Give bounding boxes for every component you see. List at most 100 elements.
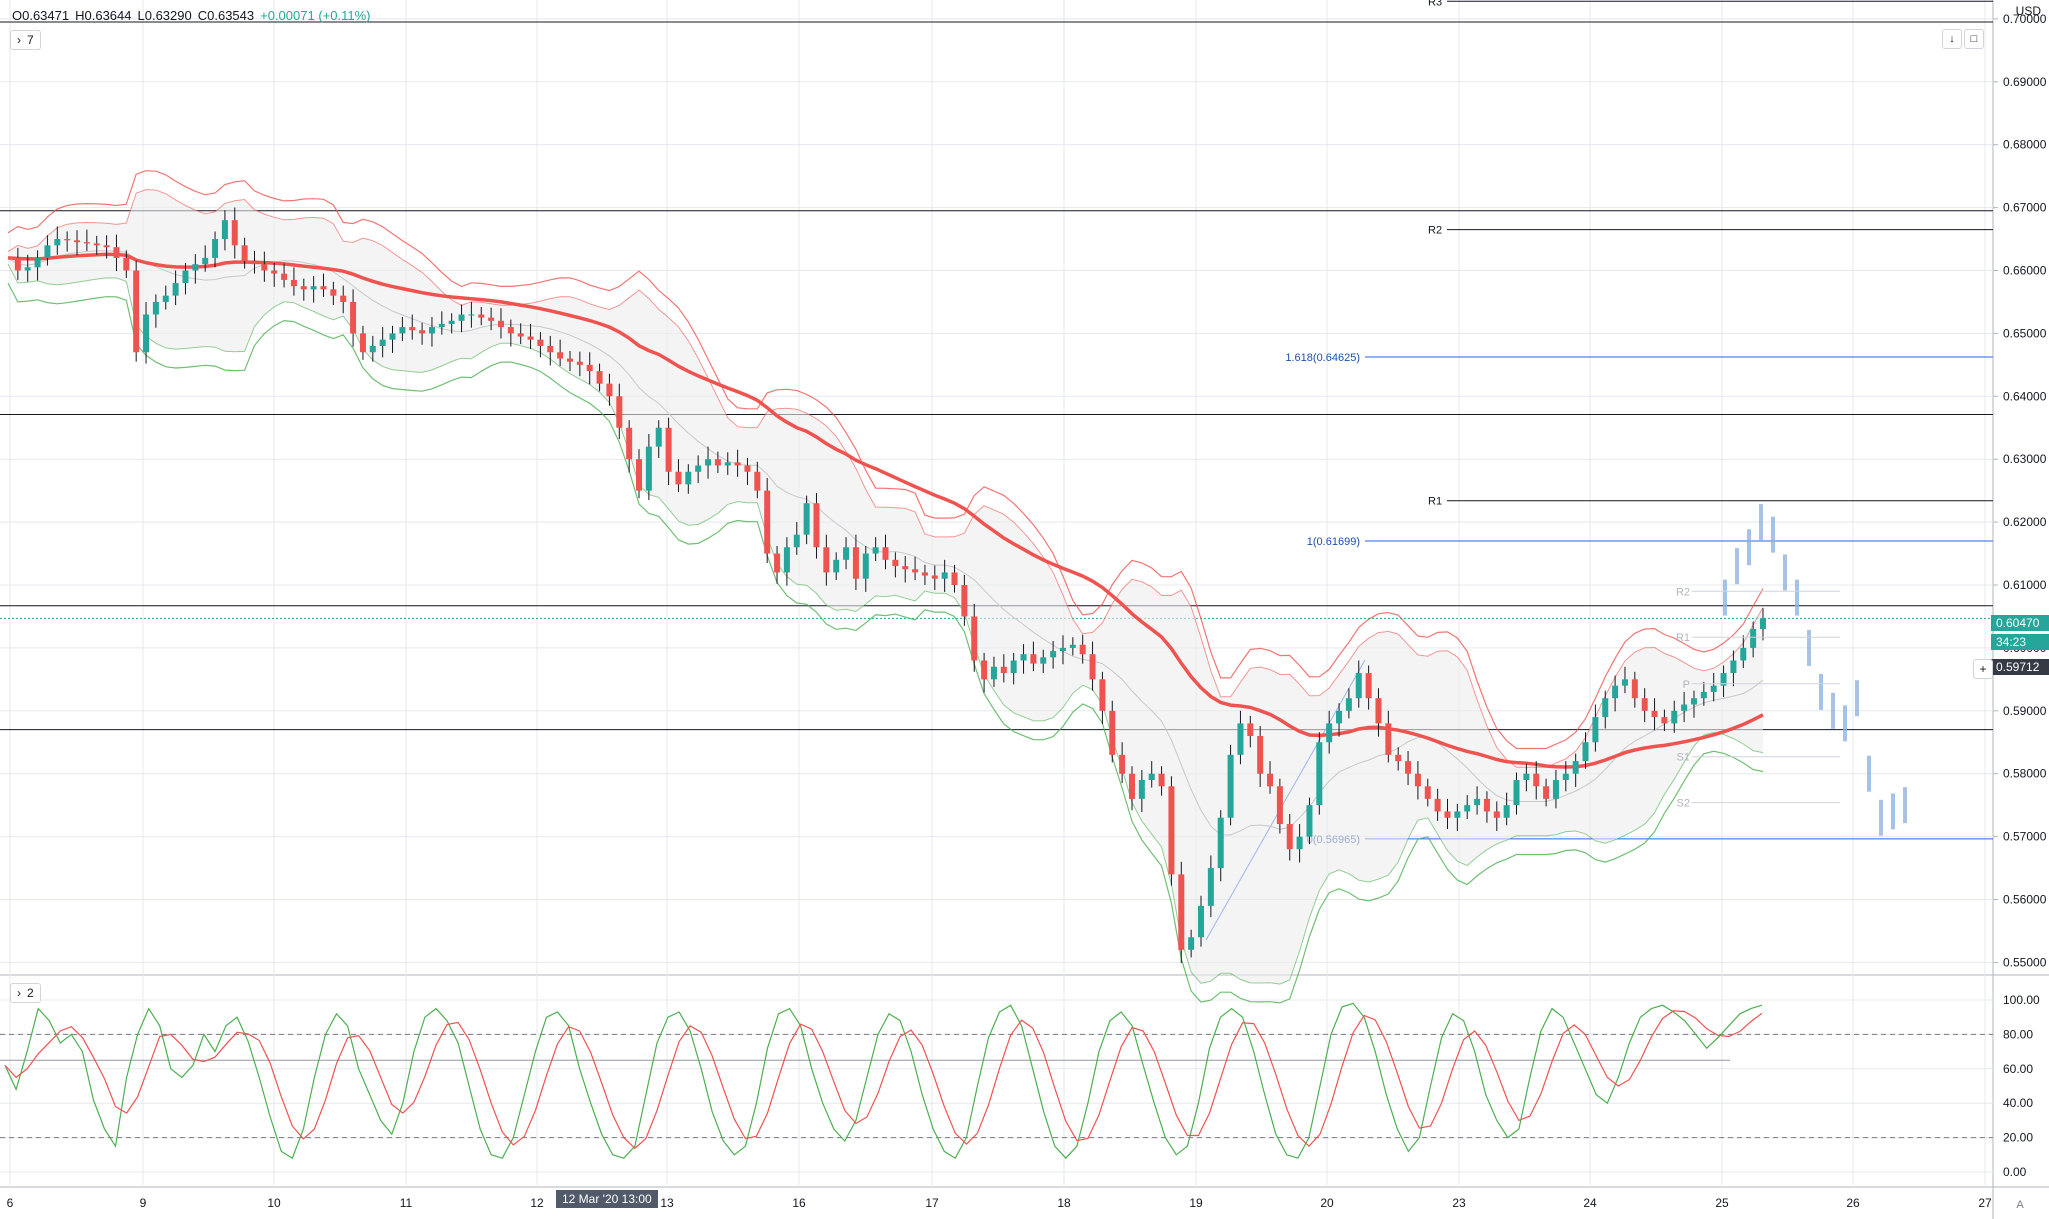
- candle-body: [744, 465, 751, 472]
- candle-body: [1444, 811, 1451, 818]
- pivot-label: R3: [1428, 0, 1442, 8]
- last-price-tag: 0.60470: [1991, 615, 2049, 631]
- candle-body: [251, 261, 258, 265]
- candle-body: [1414, 773, 1421, 787]
- candle-body: [1424, 786, 1431, 799]
- upper-band-inner: [7, 189, 1764, 768]
- price-tick-label: 0.59000: [2003, 704, 2047, 718]
- time-tick-label: 18: [1057, 1196, 1071, 1210]
- candle-body: [586, 364, 593, 372]
- candle-body: [340, 295, 347, 302]
- candle-body: [803, 503, 810, 535]
- candle-body: [1247, 723, 1254, 736]
- candle-body: [1316, 742, 1323, 806]
- stoch-d-line: [4, 1010, 1763, 1150]
- candle-body: [793, 534, 800, 548]
- main-indicator-count: 7: [27, 33, 34, 47]
- moving-average-line: [7, 252, 1764, 769]
- candle-body: [636, 459, 643, 491]
- price-tick-label: 0.65000: [2003, 326, 2047, 340]
- candle-body: [1089, 654, 1096, 680]
- price-tick-label: 0.70000: [2003, 12, 2047, 26]
- candle-body: [1227, 754, 1234, 818]
- candle-body: [1050, 651, 1057, 658]
- candle-body: [1020, 654, 1027, 661]
- candle-body: [1355, 673, 1362, 699]
- candle-body: [596, 371, 603, 384]
- candle-body: [941, 572, 948, 579]
- candle-body: [123, 257, 130, 271]
- price-tick-label: 0.55000: [2003, 955, 2047, 969]
- candle-body: [14, 257, 21, 271]
- candle-body: [1119, 754, 1126, 774]
- candle-body: [1710, 685, 1717, 692]
- candle-body: [823, 547, 830, 573]
- currency-label[interactable]: USD: [2015, 4, 2041, 18]
- candle-body: [389, 333, 396, 340]
- candle-body: [399, 327, 406, 334]
- candle-body: [517, 333, 524, 337]
- candle-body: [1198, 905, 1205, 938]
- autoscale-button[interactable]: A: [2011, 1196, 2029, 1214]
- candle-body: [281, 273, 288, 280]
- candle-body: [438, 323, 445, 328]
- candle-body: [695, 465, 702, 472]
- plus-icon[interactable]: +: [1973, 659, 1993, 679]
- candle-body: [1572, 761, 1579, 774]
- maximize-icon[interactable]: □: [1964, 29, 1984, 49]
- candle-body: [1602, 698, 1609, 718]
- price-tick-label: 0.64000: [2003, 389, 2047, 403]
- candle-body: [1395, 754, 1402, 762]
- legend-close: C0.63543: [197, 8, 255, 23]
- candle-body: [74, 240, 81, 243]
- candle-body: [1543, 786, 1550, 799]
- candle-body: [221, 220, 228, 240]
- candle-body: [34, 257, 41, 268]
- candle-body: [133, 270, 140, 353]
- candle-body: [241, 245, 248, 262]
- candle-body: [290, 279, 297, 287]
- candle-body: [1405, 761, 1412, 774]
- crosshair-price-tag: 0.59712: [1991, 659, 2049, 675]
- candle-body: [1690, 698, 1697, 705]
- upper-band-outer: [7, 170, 1764, 750]
- candle-body: [1207, 868, 1214, 906]
- price-tick-label: 0.66000: [2003, 263, 2047, 277]
- candle-body: [1148, 773, 1155, 780]
- osc-indicators-toggle[interactable]: › 2: [10, 983, 41, 1003]
- candle-body: [606, 383, 613, 397]
- forecast-bar: [1783, 554, 1787, 591]
- candle-body: [1010, 660, 1017, 674]
- candle-body: [1474, 798, 1481, 806]
- candle-body: [1592, 717, 1599, 743]
- time-tick-label: 12: [530, 1196, 544, 1210]
- price-tick-label: 0.57000: [2003, 830, 2047, 844]
- candle-body: [24, 267, 31, 271]
- mini-pivot-label: R1: [1676, 632, 1690, 644]
- candle-body: [547, 345, 554, 353]
- candle-body: [1138, 780, 1145, 799]
- candle-body: [1217, 817, 1224, 869]
- scroll-down-icon[interactable]: ↓: [1942, 29, 1962, 49]
- candle-body: [379, 339, 386, 346]
- fib-level-label: 1(0.61699): [1307, 536, 1360, 548]
- forecast-bar: [1723, 579, 1727, 616]
- candle-body: [1483, 798, 1490, 812]
- candle-body: [882, 547, 889, 560]
- candle-body: [902, 566, 909, 570]
- time-tick-label: 9: [140, 1196, 147, 1210]
- main-indicators-toggle[interactable]: › 7: [10, 30, 41, 50]
- candle-body: [1651, 710, 1658, 718]
- forecast-bar: [1879, 799, 1883, 836]
- candle-body: [1069, 644, 1076, 648]
- candle-body: [1345, 698, 1352, 711]
- time-tick-label: 24: [1583, 1196, 1597, 1210]
- legend-change: +0.00071 (+0.11%): [260, 8, 371, 23]
- forecast-bar: [1831, 692, 1835, 729]
- candle-body: [182, 270, 189, 284]
- chevron-right-icon: ›: [17, 33, 21, 47]
- band-fill: [8, 189, 1763, 985]
- candle-body: [468, 314, 475, 316]
- candle-body: [665, 427, 672, 472]
